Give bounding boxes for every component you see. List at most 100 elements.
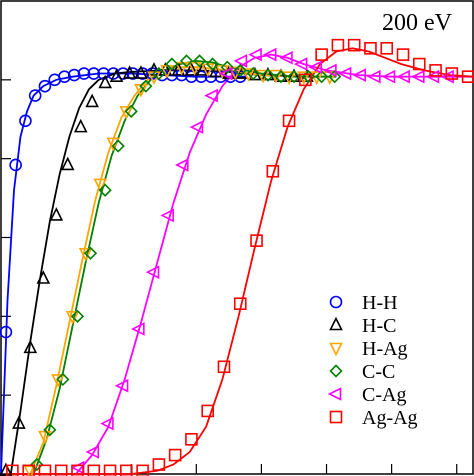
data-point-ag-ag [412, 57, 426, 71]
data-point-c-ag [218, 66, 233, 81]
data-point-h-ag [78, 247, 93, 262]
data-point-c-c [328, 70, 342, 84]
energy-annotation: 200 eV [382, 10, 453, 36]
data-point-h-h [77, 67, 91, 80]
data-point-c-ag [323, 63, 337, 78]
data-point-c-ag [160, 208, 174, 223]
data-point-ag-ag [217, 360, 231, 374]
data-point-ag-ag [347, 38, 361, 52]
legend-label-ag-ag: Ag-Ag [362, 407, 418, 429]
data-point-h-c [73, 118, 88, 133]
legend-marker-ag-ag [329, 410, 343, 424]
data-point-c-c [287, 70, 301, 84]
data-point-c-c [124, 104, 138, 118]
data-point-h-ag [160, 65, 174, 79]
data-point-c-ag [85, 445, 100, 459]
data-point-h-h [58, 70, 71, 83]
legend-marker-h-h [329, 295, 343, 309]
legend-label-h-ag: H-Ag [362, 338, 408, 360]
data-point-h-ag [241, 68, 256, 82]
data-point-ag-ag [54, 464, 68, 476]
data-point-c-c [139, 79, 153, 93]
fit-line-h-c [9, 69, 311, 475]
data-point-h-c [23, 339, 38, 354]
data-point-c-c [83, 246, 98, 260]
data-point-h-h [67, 68, 81, 82]
data-point-ag-ag [331, 38, 345, 52]
data-point-h-c [60, 156, 75, 171]
legend-marker-h-c [329, 316, 343, 331]
data-point-h-ag [38, 430, 52, 445]
data-point-h-ag [256, 69, 270, 84]
data-point-c-ag [100, 416, 114, 431]
data-point-c-c [315, 70, 329, 84]
data-point-c-ag [308, 60, 323, 75]
data-point-c-ag [248, 47, 262, 62]
data-point-c-ag [279, 50, 293, 65]
data-point-h-h [19, 114, 32, 128]
data-point-h-h [9, 158, 22, 172]
data-point-ag-ag [396, 48, 410, 61]
data-point-h-h [194, 70, 208, 83]
data-point-c-c [152, 66, 166, 81]
data-point-c-ag [175, 158, 189, 172]
axis-ticks [1, 79, 458, 474]
data-point-c-c [43, 423, 57, 437]
data-point-c-ag [114, 378, 129, 393]
data-point-h-ag [119, 106, 134, 120]
legend-marker-h-ag [329, 342, 343, 357]
data-point-c-c [220, 60, 234, 74]
data-point-c-ag [396, 69, 410, 84]
data-point-h-h [0, 325, 13, 339]
data-point-ag-ag [136, 464, 149, 476]
data-point-ag-ag [380, 41, 394, 55]
data-point-c-ag [352, 68, 366, 82]
data-point-h-c [12, 415, 26, 429]
data-point-c-c [165, 57, 179, 71]
data-point-c-ag [204, 88, 218, 103]
legend-label-c-ag: C-Ag [362, 384, 406, 406]
data-point-c-c [56, 372, 70, 387]
data-point-h-ag [296, 71, 311, 85]
data-point-c-ag [233, 54, 248, 68]
legend-label-h-h: H-H [362, 292, 398, 314]
data-point-c-ag [381, 69, 396, 84]
data-point-c-ag [425, 69, 440, 84]
data-point-c-c [30, 457, 44, 472]
data-point-ag-ag [120, 464, 133, 476]
data-point-ag-ag [315, 48, 328, 61]
data-point-h-c [98, 74, 112, 89]
data-point-c-c [246, 66, 260, 81]
data-point-c-ag [131, 322, 145, 336]
data-point-h-h [87, 67, 101, 80]
data-point-h-c [49, 207, 64, 221]
data-point-h-h [28, 89, 42, 102]
data-point-h-ag [106, 137, 121, 152]
data-point-c-ag [367, 69, 381, 84]
data-point-c-ag [262, 47, 277, 62]
data-point-h-c [134, 65, 148, 79]
data-point-ag-ag [38, 464, 52, 476]
data-point-h-c [184, 62, 199, 76]
data-point-c-ag [189, 120, 204, 134]
data-point-ag-ag [185, 433, 198, 446]
data-point-h-c [85, 93, 99, 108]
legend-label-c-c: C-C [362, 361, 395, 383]
data-point-h-ag [174, 61, 189, 76]
data-point-ag-ag [299, 73, 312, 87]
data-point-h-ag [93, 178, 108, 193]
data-point-c-c [98, 183, 112, 197]
data-point-ag-ag [364, 41, 377, 55]
data-point-c-c [261, 68, 275, 82]
data-point-h-c [109, 68, 124, 82]
data-point-c-ag [293, 57, 308, 71]
data-point-h-c [171, 62, 186, 76]
data-point-ag-ag [6, 464, 19, 476]
data-point-ag-ag [103, 464, 117, 476]
data-point-ag-ag [22, 464, 35, 476]
data-markers [0, 38, 474, 476]
data-point-c-c [233, 63, 247, 78]
data-point-h-h [38, 79, 52, 93]
